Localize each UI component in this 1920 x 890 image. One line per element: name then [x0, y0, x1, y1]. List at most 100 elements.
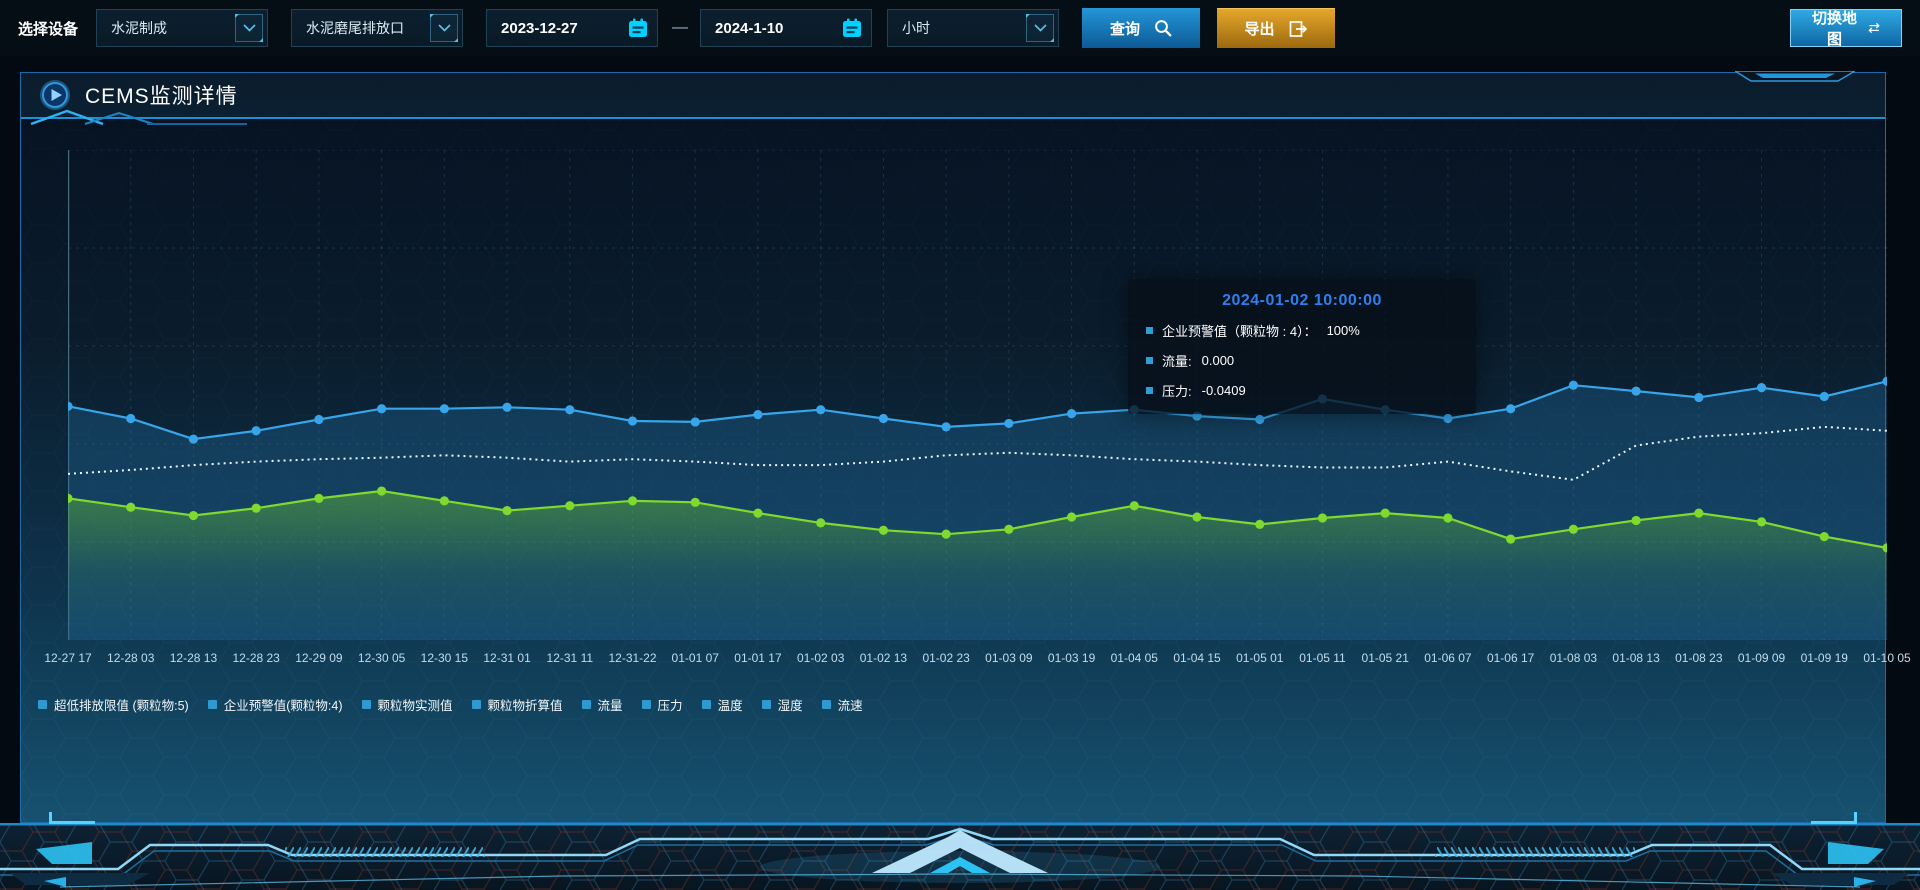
legend-marker [471, 700, 481, 709]
chart-plot-area[interactable] [63, 149, 1892, 641]
tooltip-row-label: 企业预警值（颗粒物 : 4）： [1162, 324, 1317, 339]
header-notch-accent [1735, 71, 1855, 82]
tooltip-row-label: 压力: [1162, 384, 1192, 399]
interval-select-value: 小时 [902, 20, 931, 36]
legend-item[interactable]: 企业预警值(颗粒物:4) [207, 695, 343, 714]
legend-label: 企业预警值(颗粒物:4) [223, 699, 343, 713]
legend-item[interactable]: 颗粒物折算值 [471, 695, 563, 714]
tooltip-row: 压力: -0.0409 [1146, 381, 1458, 400]
swap-arrows-icon [1868, 22, 1880, 34]
outlet-select[interactable]: 水泥磨尾排放口 [291, 9, 464, 47]
export-button-label: 导出 [1244, 21, 1275, 38]
x-axis-label: 12-28 23 [232, 651, 280, 665]
panel-corner-bracket-right [1811, 812, 1857, 824]
x-axis-label: 12-28 03 [107, 651, 155, 665]
legend-item[interactable]: 温度 [701, 695, 743, 714]
x-axis-label: 01-08 23 [1675, 651, 1723, 665]
x-axis-label: 01-10 05 [1863, 651, 1911, 665]
tooltip-row: 企业预警值（颗粒物 : 4）： 100% [1146, 321, 1458, 340]
x-axis: 12-27 17 12-28 03 12-28 13 12-28 23 12-29 09… [44, 651, 1910, 667]
query-button[interactable]: 查询 [1082, 8, 1201, 48]
tooltip-series-marker [1146, 387, 1153, 394]
date-from-value: 2023-12-27 [501, 19, 578, 37]
series-line-压力 [67, 489, 1888, 549]
x-axis-label: 01-05 01 [1236, 651, 1284, 665]
legend-label: 流速 [837, 699, 863, 713]
x-axis-label: 12-28 13 [169, 651, 218, 665]
legend-label: 温度 [717, 699, 743, 713]
date-to-value: 2024-1-10 [715, 19, 784, 37]
legend-item[interactable]: 流量 [581, 695, 623, 714]
export-arrow-icon [1289, 20, 1307, 37]
interval-select[interactable]: 小时 [887, 9, 1060, 47]
legend-marker [38, 700, 47, 709]
x-axis-label: 12-30 05 [357, 651, 406, 665]
legend-label: 超低排放限值 (颗粒物:5) [54, 699, 189, 713]
query-button-label: 查询 [1110, 20, 1141, 38]
legend-label: 流量 [597, 699, 623, 713]
chevron-down-icon[interactable] [235, 14, 264, 42]
toolbar: 选择设备 水泥制成 水泥磨尾排放口 2023-12-27 [0, 0, 1920, 56]
chart-legend: 超低排放限值 (颗粒物:5) 企业预警值(颗粒物:4) 颗粒物实测值 颗粒物折算值 流量… [38, 695, 863, 714]
legend-marker [641, 700, 651, 709]
calendar-icon[interactable] [835, 11, 869, 45]
x-axis-label: 01-02 03 [797, 651, 845, 665]
tooltip-row-label: 流量: [1162, 354, 1192, 369]
x-axis-label: 01-04 05 [1110, 651, 1158, 665]
calendar-icon[interactable] [621, 11, 655, 45]
x-axis-label: 01-06 17 [1486, 651, 1535, 665]
chart-tooltip: 2024-01-02 10:00:00 企业预警值（颗粒物 : 4）： 100% 流… [1128, 279, 1476, 414]
device-select-value: 水泥制成 [111, 20, 168, 36]
legend-item[interactable]: 颗粒物实测值 [361, 695, 453, 714]
legend-marker [821, 700, 831, 709]
cems-detail-panel: CEMS监测详情 12-27 17 12-28 03 12-28 13 12-28 2… [20, 71, 1911, 824]
tooltip-row-value: 100% [1326, 323, 1360, 338]
x-axis-label: 12-30 15 [420, 651, 469, 665]
x-axis-label: 01-04 15 [1173, 651, 1221, 665]
bottom-tech-border [0, 823, 1920, 890]
legend-label: 颗粒物实测值 [377, 699, 453, 713]
tooltip-series-marker [1146, 327, 1153, 334]
header-zigzag-accent [30, 109, 247, 126]
legend-marker [701, 700, 711, 709]
tooltip-series-marker [1146, 357, 1153, 364]
x-axis-label: 01-06 07 [1424, 651, 1472, 665]
export-button[interactable]: 导出 [1217, 8, 1336, 48]
x-axis-label: 12-31 11 [546, 651, 594, 665]
x-axis-label: 12-27 17 [44, 651, 92, 665]
x-axis-label: 01-03 19 [1047, 651, 1096, 665]
switch-map-button[interactable]: 切换地图 [1790, 9, 1902, 48]
legend-marker [581, 700, 591, 709]
panel-header: CEMS监测详情 [21, 71, 1885, 126]
date-to-picker[interactable]: 2024-1-10 [700, 9, 873, 47]
device-select-label: 选择设备 [18, 20, 79, 38]
legend-item[interactable]: 压力 [641, 695, 683, 714]
legend-marker [207, 700, 217, 709]
x-axis-label: 12-29 09 [295, 651, 343, 665]
x-axis-label: 12-31-22 [608, 651, 657, 665]
device-select[interactable]: 水泥制成 [96, 9, 269, 47]
date-from-picker[interactable]: 2023-12-27 [486, 9, 659, 47]
tooltip-row-value: 0.000 [1201, 353, 1235, 368]
series-markers-压力 [63, 486, 1892, 553]
chevron-down-icon[interactable] [1026, 14, 1055, 42]
legend-item[interactable]: 流速 [821, 695, 863, 714]
outlet-select-value: 水泥磨尾排放口 [306, 20, 405, 36]
x-axis-label: 01-08 03 [1549, 651, 1598, 665]
tooltip-rows: 企业预警值（颗粒物 : 4）： 100% 流量: 0.000 压力: -0.0409 [1146, 321, 1458, 400]
legend-label: 颗粒物折算值 [487, 699, 563, 713]
x-axis-label: 01-09 09 [1737, 651, 1786, 665]
legend-label: 压力 [657, 699, 683, 713]
x-axis-label: 01-09 19 [1800, 651, 1848, 665]
legend-item[interactable]: 湿度 [761, 695, 803, 714]
chevron-down-icon[interactable] [430, 14, 459, 42]
line-chart[interactable] [63, 149, 1892, 641]
legend-item[interactable]: 超低排放限值 (颗粒物:5) [38, 695, 189, 714]
series-area-压力 [68, 491, 1887, 640]
legend-label: 湿度 [777, 699, 803, 713]
legend-marker [761, 700, 771, 709]
x-axis-label: 01-02 23 [922, 651, 970, 665]
panel-corner-bracket-left [49, 812, 95, 824]
date-range-separator: — [672, 19, 689, 36]
